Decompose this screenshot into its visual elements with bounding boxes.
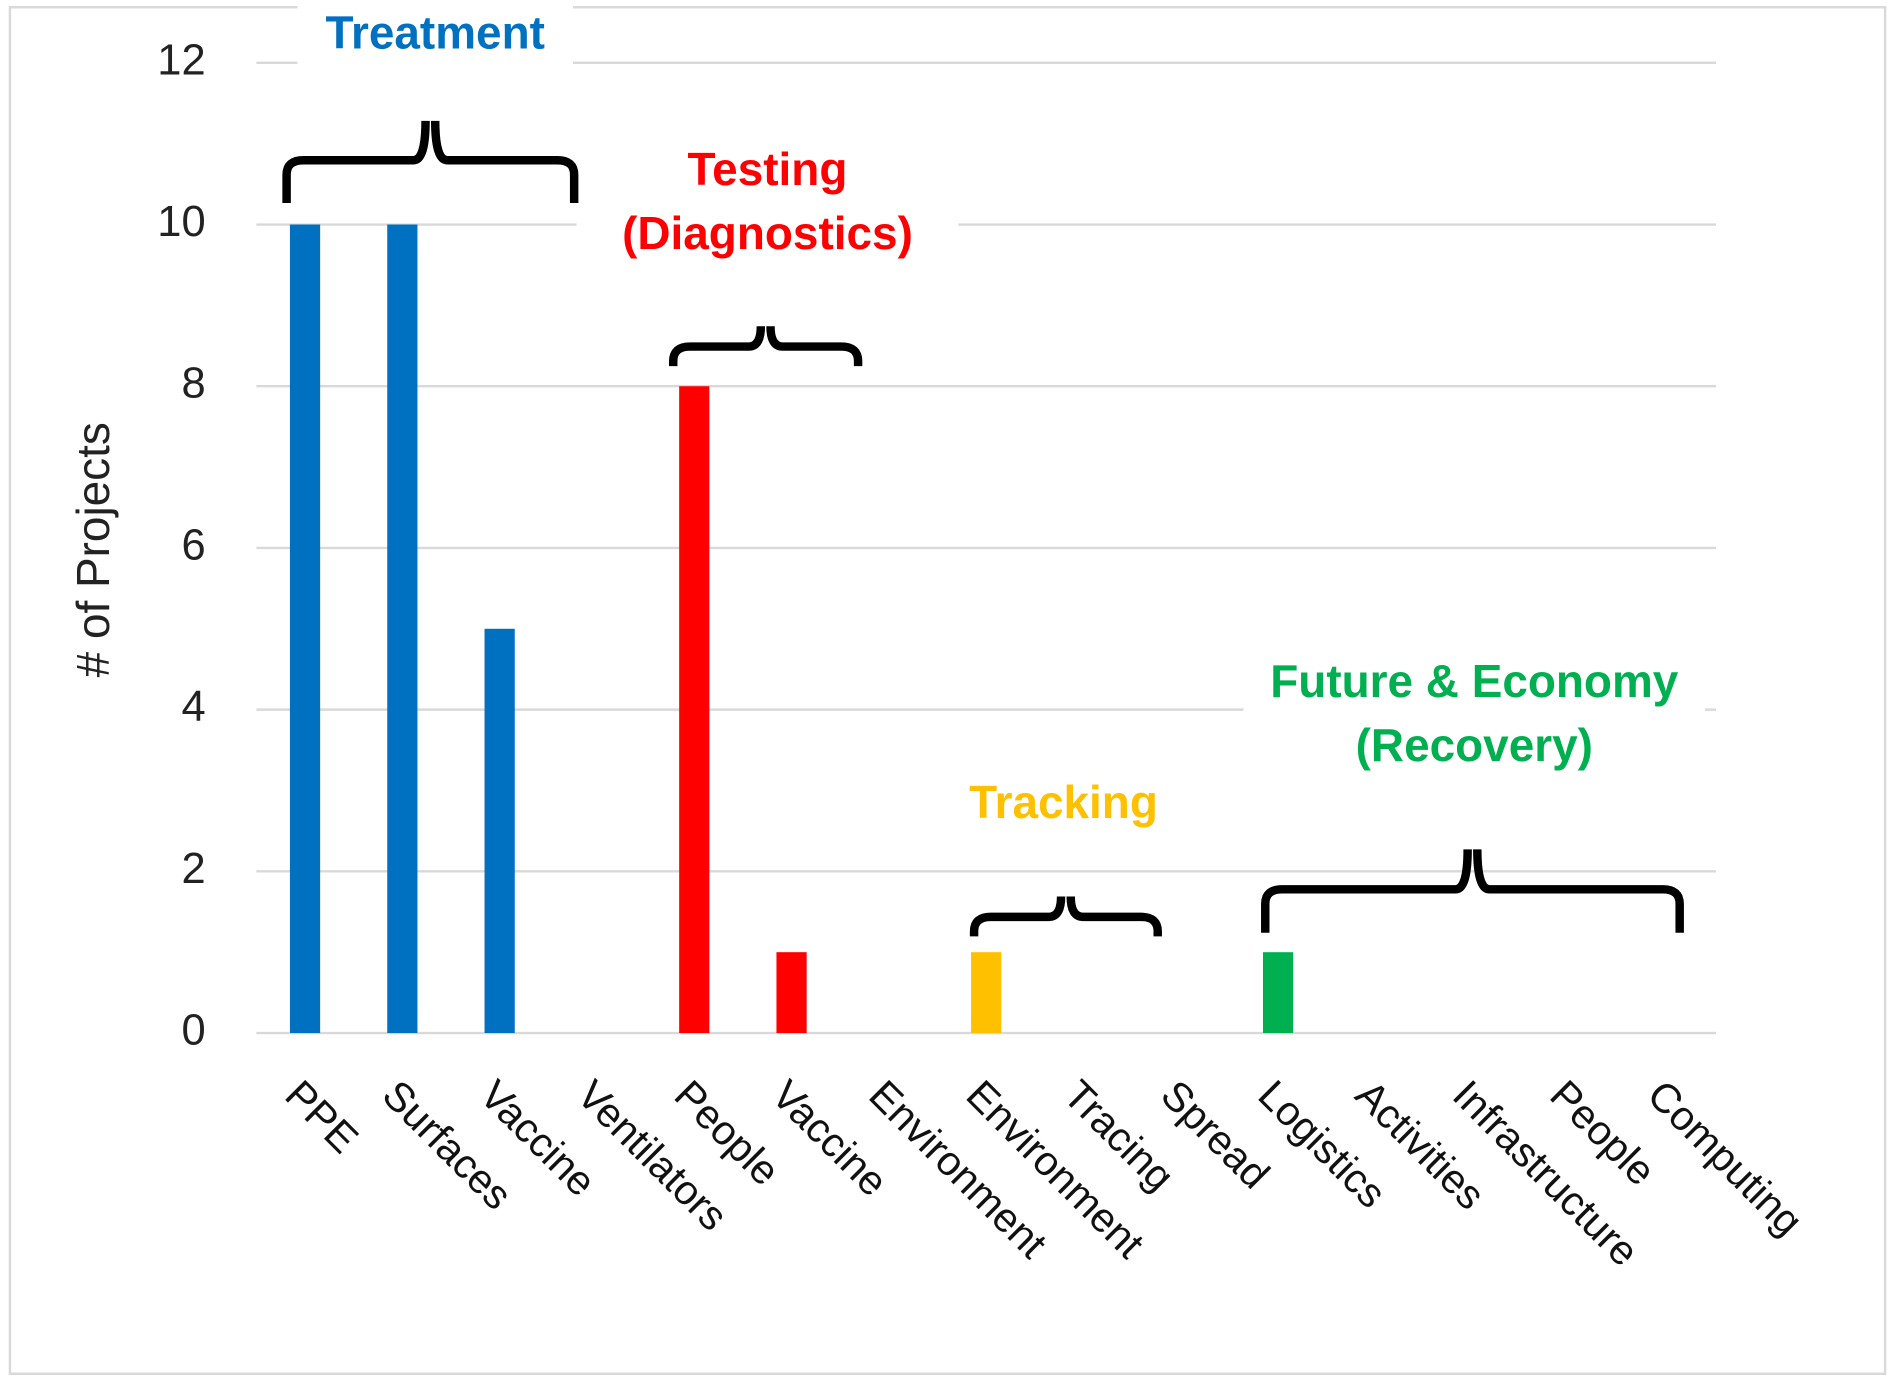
- annotation-bg: [297, 4, 573, 68]
- bar: [679, 386, 710, 1034]
- bar: [484, 628, 515, 1034]
- y-tick-label: 2: [181, 845, 205, 893]
- bracket: [669, 326, 863, 367]
- annotation-label: Future & Economy: [1270, 655, 1679, 707]
- bracket: [1261, 849, 1684, 933]
- y-axis-label: # of Projects: [67, 422, 119, 677]
- y-tick-label: 4: [181, 683, 205, 731]
- bar: [1262, 952, 1294, 1034]
- bar: [387, 224, 418, 1034]
- y-tick-label: 0: [181, 1007, 205, 1055]
- annotation-label: Testing: [688, 143, 848, 195]
- bracket: [969, 896, 1162, 937]
- bar: [971, 952, 1002, 1034]
- y-tick-label: 8: [181, 360, 205, 408]
- annotation-label: Tracking: [969, 776, 1158, 828]
- y-tick-label: 6: [181, 521, 205, 569]
- annotation-label: (Diagnostics): [622, 207, 913, 259]
- bracket: [282, 120, 579, 203]
- bar: [289, 224, 321, 1034]
- annotation-label: Treatment: [326, 6, 545, 58]
- annotation-bg: [1243, 653, 1706, 717]
- annotation-bg: [656, 141, 879, 205]
- y-tick-label: 10: [157, 198, 205, 246]
- y-tick-label: 12: [157, 36, 205, 84]
- annotation-bg: [576, 205, 959, 269]
- annotation-bg: [939, 774, 1188, 838]
- bar: [776, 952, 807, 1034]
- annotation-label: (Recovery): [1356, 719, 1593, 771]
- annotation-bg: [1323, 717, 1626, 781]
